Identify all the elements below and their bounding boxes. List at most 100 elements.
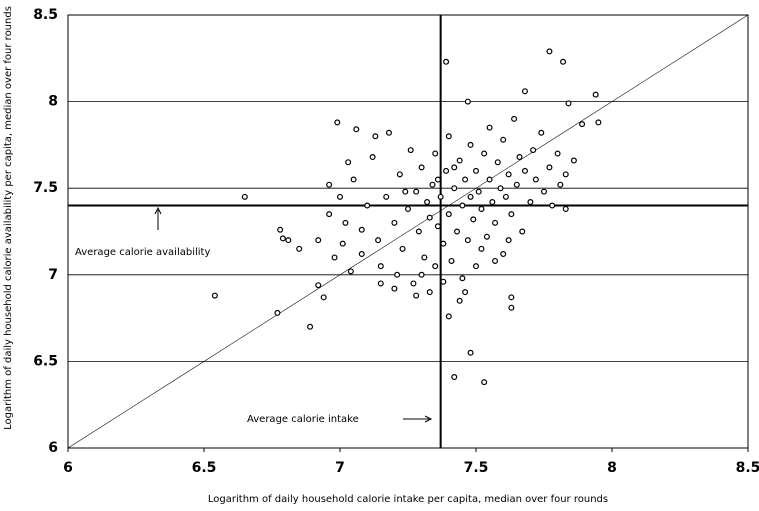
data-point <box>473 263 480 270</box>
data-point <box>443 58 450 65</box>
data-point <box>424 199 431 206</box>
y-tick-label: 7 <box>48 267 58 283</box>
data-point <box>505 171 512 178</box>
data-point <box>342 219 349 226</box>
data-point <box>489 199 496 206</box>
x-tick-label: 8.5 <box>736 460 759 476</box>
data-point <box>467 349 474 356</box>
data-point <box>377 280 384 287</box>
data-point <box>418 164 425 171</box>
data-point <box>562 205 569 212</box>
data-point <box>440 278 447 285</box>
data-point <box>478 245 485 252</box>
data-point <box>562 171 569 178</box>
data-point <box>326 211 333 218</box>
data-point <box>554 150 561 157</box>
data-point <box>470 216 477 223</box>
data-point <box>429 181 436 188</box>
data-point <box>508 294 515 301</box>
data-point <box>500 251 507 258</box>
data-point <box>540 188 547 195</box>
data-point <box>546 164 553 171</box>
x-tick-label: 7.5 <box>464 460 489 476</box>
plot-frame <box>67 14 749 449</box>
data-point <box>467 141 474 148</box>
data-point <box>565 100 572 107</box>
data-point <box>473 167 480 174</box>
data-point <box>385 129 392 136</box>
data-point <box>426 289 433 296</box>
annotation-arrowhead <box>424 415 433 423</box>
data-point <box>405 205 412 212</box>
data-point <box>475 188 482 195</box>
x-tick-label: 7 <box>335 460 345 476</box>
data-point <box>277 226 284 233</box>
data-point <box>511 115 518 122</box>
data-point <box>451 185 458 192</box>
data-point <box>347 268 354 275</box>
diagonal-line <box>67 14 749 449</box>
data-point <box>413 292 420 299</box>
data-point <box>377 263 384 270</box>
data-point <box>345 159 352 166</box>
annotation: Average calorie intake <box>247 414 359 425</box>
data-point <box>375 237 382 244</box>
data-point <box>331 254 338 261</box>
data-point <box>364 202 371 209</box>
data-point <box>513 181 520 188</box>
data-point <box>521 167 528 174</box>
data-point <box>350 176 357 183</box>
data-point <box>307 323 314 330</box>
data-point <box>394 271 401 278</box>
data-point <box>467 193 474 200</box>
data-point <box>358 251 365 258</box>
data-point <box>483 233 490 240</box>
annotation-arrowhead <box>154 206 162 215</box>
data-point <box>538 129 545 136</box>
data-point <box>432 263 439 270</box>
y-tick-label: 6.5 <box>33 353 58 369</box>
data-point <box>432 150 439 157</box>
data-point <box>274 309 281 316</box>
x-tick-label: 6.5 <box>192 460 217 476</box>
data-point <box>402 188 409 195</box>
data-point <box>481 379 488 386</box>
data-point <box>369 154 376 161</box>
data-point <box>464 237 471 244</box>
y-tick-label: 6 <box>48 440 58 456</box>
data-point <box>462 289 469 296</box>
data-point <box>494 159 501 166</box>
data-point <box>527 199 534 206</box>
data-point <box>211 292 218 299</box>
data-point <box>532 176 539 183</box>
data-point <box>557 181 564 188</box>
data-point <box>418 271 425 278</box>
data-point <box>296 245 303 252</box>
data-point <box>500 136 507 143</box>
y-axis-label: Logarithm of daily household calorie ava… <box>3 6 14 430</box>
data-point <box>549 202 556 209</box>
data-point <box>410 280 417 287</box>
data-point <box>456 157 463 164</box>
data-point <box>437 193 444 200</box>
data-point <box>459 202 466 209</box>
data-point <box>486 176 493 183</box>
data-point <box>315 237 322 244</box>
data-point <box>415 228 422 235</box>
x-axis-label: Logarithm of daily household calorie int… <box>208 494 608 505</box>
data-point <box>592 91 599 98</box>
data-point <box>570 157 577 164</box>
data-point <box>448 257 455 264</box>
data-point <box>519 228 526 235</box>
data-point <box>462 176 469 183</box>
data-point <box>399 245 406 252</box>
y-tick-label: 8 <box>48 94 58 110</box>
data-point <box>445 313 452 320</box>
data-point <box>339 240 346 247</box>
data-point <box>326 181 333 188</box>
data-point <box>478 205 485 212</box>
annotation: Average calorie availability <box>75 247 210 258</box>
data-point <box>315 282 322 289</box>
data-point <box>440 240 447 247</box>
data-point <box>285 237 292 244</box>
